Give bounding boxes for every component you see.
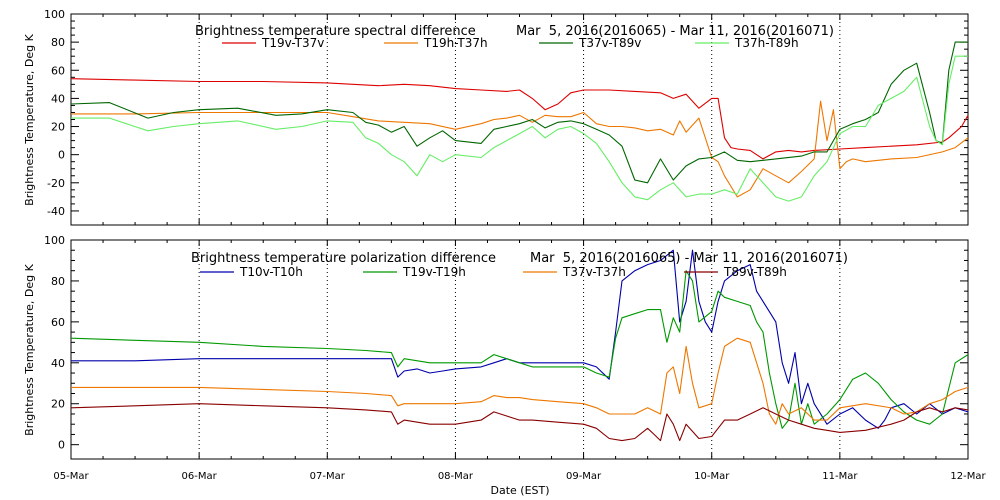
y-tick-label: 100 [44, 234, 65, 247]
x-axis-label: Date (EST) [490, 484, 549, 497]
y-tick-label: 60 [51, 64, 65, 77]
x-tick-label: 10-Mar [694, 471, 730, 482]
x-tick-label: 05-Mar [53, 471, 89, 482]
date-range-top: Mar 5, 2016(2016065) - Mar 11, 2016(2016… [516, 24, 834, 39]
legend-label: T37h-T89h [734, 36, 799, 50]
y-tick-label: 40 [51, 92, 65, 105]
axis-ticks-top: -40 -20 0 20 40 60 80 100 [44, 8, 969, 225]
y-tick-label: 80 [51, 275, 65, 288]
y-axis-label-bottom: Brightness Temperature, Deg K [23, 263, 36, 435]
legend-label: T19v-T19h [402, 265, 466, 279]
legend-bottom: T10v-T10h T19v-T19h T37v-T37h T89v-T89h [200, 265, 787, 279]
legend-label: T37v-T89v [578, 36, 641, 50]
x-tick-label: 12-Mar [950, 471, 986, 482]
y-tick-label: 0 [58, 149, 65, 162]
chart-title-top: Brightness temperature spectral differen… [195, 24, 476, 39]
series-line-t19v-t19h [70, 270, 969, 429]
series-line-t37h-t89h [71, 55, 968, 202]
legend-label: T89v-T89h [723, 265, 787, 279]
x-tick-label: 08-Mar [438, 471, 474, 482]
legend-label: T19h-T37h [423, 36, 488, 50]
y-tick-label: 80 [51, 36, 65, 49]
y-tick-label: 20 [51, 398, 65, 411]
y-tick-label: 40 [51, 357, 65, 370]
series-line-t89v-t89h [70, 403, 969, 442]
y-tick-label: 60 [51, 316, 65, 329]
x-tick-label: 11-Mar [822, 471, 858, 482]
axis-ticks-bottom: 0 20 40 60 80 100 [44, 234, 969, 459]
series-line-t19v-t37v [70, 78, 969, 160]
y-tick-label: 100 [44, 8, 65, 21]
series-line-t37v-t89v [70, 41, 968, 184]
legend-label: T10v-T10h [239, 265, 303, 279]
gridlines-bottom [198, 240, 841, 459]
spectral-difference-panel: -40 -20 0 20 40 60 80 100 Brightness temperatur… [23, 8, 969, 226]
legend-top: T19v-T37v T19h-T37h T37v-T89v T37h-T89h [222, 36, 799, 50]
series-line-t10v-t10h [71, 249, 969, 429]
date-range-bottom: Mar 5, 2016(2016065) - Mar 11, 2016(2016… [530, 251, 848, 266]
legend-label: T19v-T37v [261, 36, 324, 50]
y-tick-label: -20 [47, 177, 65, 190]
plot-frame-bottom [70, 239, 969, 460]
y-tick-label: 0 [58, 439, 65, 452]
x-tick-label: 07-Mar [310, 471, 346, 482]
legend-label: T37v-T37h [562, 265, 626, 279]
series-line-t19h-t37h [71, 100, 969, 198]
polarization-difference-panel: 0 20 40 60 80 100 Brightness temperature pola… [23, 234, 969, 460]
y-axis-label-top: Brightness Temperature, Deg K [23, 33, 36, 205]
x-tick-label: 06-Mar [182, 471, 218, 482]
chart-title-bottom: Brightness temperature polarization diff… [191, 251, 496, 266]
series-line-t37v-t37h [71, 337, 969, 425]
y-tick-label: -40 [47, 205, 65, 218]
x-tick-labels: 05-Mar 06-Mar 07-Mar 08-Mar 09-Mar 10-Mar 11-M… [53, 471, 986, 482]
series-lines-top [70, 41, 969, 202]
series-lines-bottom [70, 249, 969, 442]
x-tick-label: 09-Mar [566, 471, 602, 482]
y-tick-label: 20 [51, 121, 65, 134]
plot-frame-top [70, 13, 969, 226]
